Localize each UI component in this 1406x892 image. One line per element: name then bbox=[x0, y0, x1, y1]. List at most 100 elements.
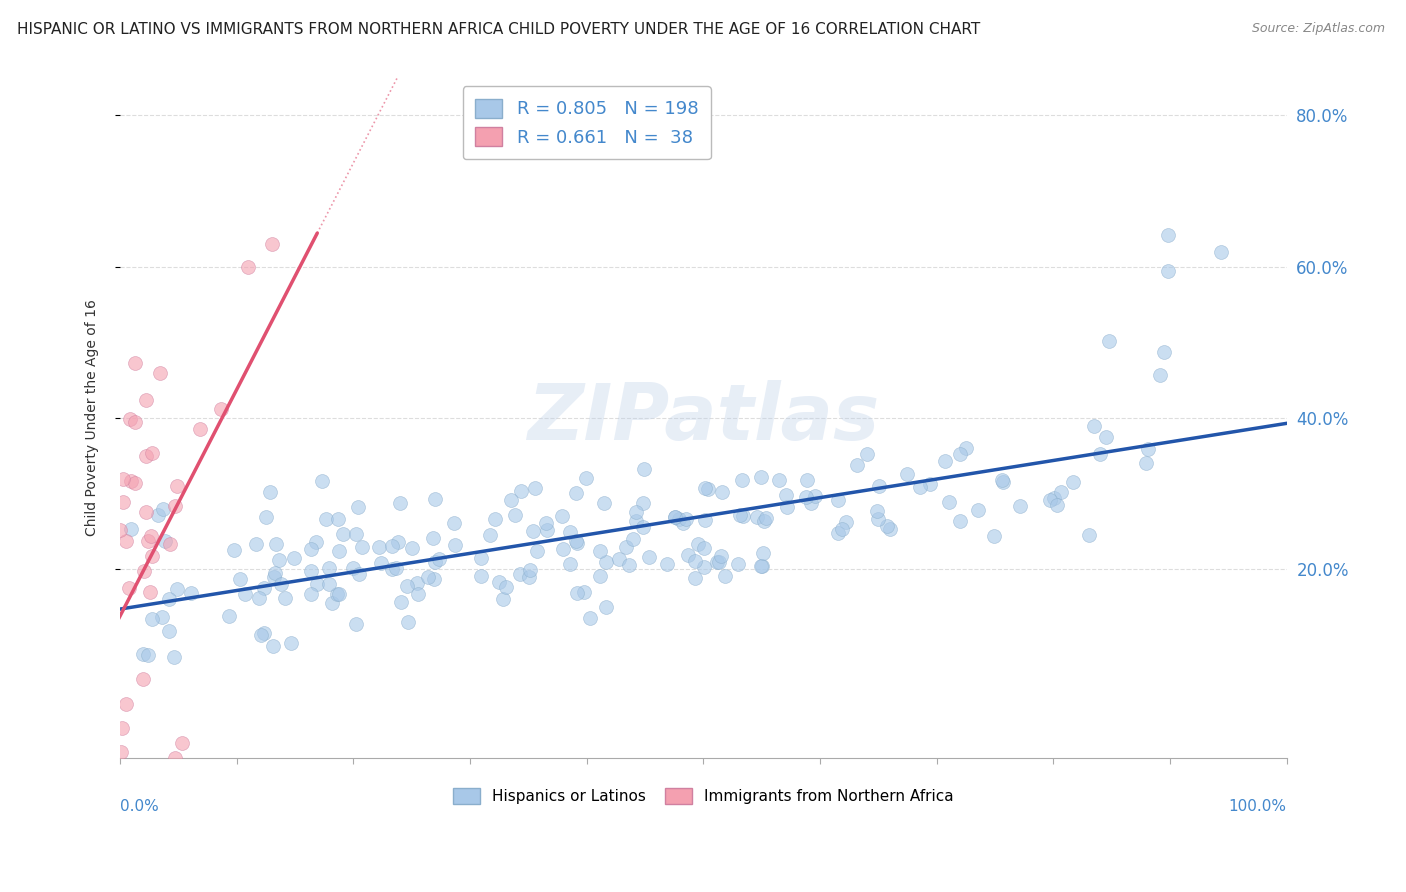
Point bbox=[517, 569, 540, 583]
Point bbox=[536, 523, 558, 537]
Point bbox=[141, 612, 163, 626]
Point bbox=[495, 580, 517, 594]
Point bbox=[423, 555, 446, 569]
Point bbox=[274, 591, 297, 605]
Point bbox=[270, 576, 292, 591]
Point bbox=[733, 508, 755, 523]
Point bbox=[624, 514, 647, 528]
Point bbox=[166, 582, 188, 597]
Point bbox=[728, 508, 751, 523]
Point bbox=[387, 534, 409, 549]
Point bbox=[149, 366, 172, 380]
Point bbox=[1062, 475, 1084, 490]
Point bbox=[727, 557, 749, 571]
Point bbox=[139, 529, 162, 543]
Point bbox=[315, 512, 337, 526]
Point bbox=[510, 483, 533, 498]
Point bbox=[163, 499, 186, 513]
Point bbox=[344, 527, 367, 541]
Point bbox=[381, 562, 404, 576]
Point bbox=[827, 525, 849, 540]
Point bbox=[589, 569, 612, 583]
Point bbox=[1078, 527, 1101, 541]
Point bbox=[749, 470, 772, 484]
Point bbox=[146, 508, 169, 522]
Point bbox=[751, 559, 773, 574]
Point bbox=[551, 542, 574, 557]
Point bbox=[1153, 345, 1175, 359]
Point bbox=[1095, 430, 1118, 444]
Point bbox=[396, 579, 419, 593]
Point bbox=[803, 490, 825, 504]
Point bbox=[990, 473, 1012, 487]
Point bbox=[114, 533, 136, 548]
Point bbox=[749, 559, 772, 574]
Point bbox=[128, 780, 150, 795]
Point bbox=[368, 540, 391, 554]
Point bbox=[1083, 418, 1105, 433]
Point bbox=[253, 581, 276, 595]
Point bbox=[835, 516, 858, 530]
Point bbox=[253, 626, 276, 640]
Point bbox=[218, 608, 240, 623]
Point bbox=[1149, 368, 1171, 383]
Point bbox=[478, 528, 501, 542]
Point bbox=[152, 501, 174, 516]
Point bbox=[638, 549, 661, 564]
Point bbox=[879, 522, 901, 536]
Point bbox=[153, 534, 176, 549]
Point bbox=[115, 697, 138, 711]
Point bbox=[619, 558, 641, 572]
Point bbox=[326, 587, 349, 601]
Point bbox=[422, 531, 444, 545]
Point bbox=[706, 555, 728, 569]
Point bbox=[856, 446, 879, 460]
Point bbox=[522, 524, 544, 539]
Point bbox=[1008, 499, 1031, 513]
Point bbox=[536, 516, 558, 530]
Point bbox=[751, 546, 773, 560]
Point bbox=[558, 525, 581, 540]
Point bbox=[150, 610, 173, 624]
Point bbox=[589, 544, 612, 558]
Point bbox=[710, 549, 733, 563]
Point bbox=[592, 495, 614, 509]
Point bbox=[245, 537, 267, 551]
Point bbox=[342, 560, 364, 574]
Point bbox=[1135, 456, 1157, 470]
Text: ZIPatlas: ZIPatlas bbox=[527, 380, 880, 456]
Point bbox=[519, 564, 541, 578]
Point bbox=[845, 458, 868, 472]
Point bbox=[328, 587, 350, 601]
Point bbox=[696, 482, 718, 496]
Point bbox=[713, 569, 735, 583]
Point bbox=[318, 561, 340, 575]
Text: 0.0%: 0.0% bbox=[120, 799, 159, 814]
Point bbox=[565, 485, 588, 500]
Point bbox=[499, 493, 522, 508]
Point bbox=[710, 484, 733, 499]
Point bbox=[664, 510, 686, 524]
Point bbox=[949, 447, 972, 461]
Point bbox=[112, 495, 135, 509]
Point bbox=[406, 586, 429, 600]
Point bbox=[349, 566, 371, 581]
Point bbox=[422, 573, 444, 587]
Point bbox=[163, 751, 186, 765]
Point bbox=[631, 496, 654, 510]
Point bbox=[595, 600, 617, 615]
Point bbox=[567, 536, 589, 550]
Point bbox=[794, 490, 817, 504]
Point bbox=[509, 567, 531, 582]
Point bbox=[470, 569, 492, 583]
Point bbox=[633, 462, 655, 476]
Point bbox=[370, 556, 392, 570]
Point bbox=[796, 473, 818, 487]
Point bbox=[318, 577, 340, 591]
Point bbox=[280, 636, 302, 650]
Point bbox=[827, 493, 849, 508]
Point bbox=[1136, 442, 1159, 456]
Point bbox=[264, 537, 287, 551]
Point bbox=[800, 495, 823, 509]
Point bbox=[427, 552, 450, 566]
